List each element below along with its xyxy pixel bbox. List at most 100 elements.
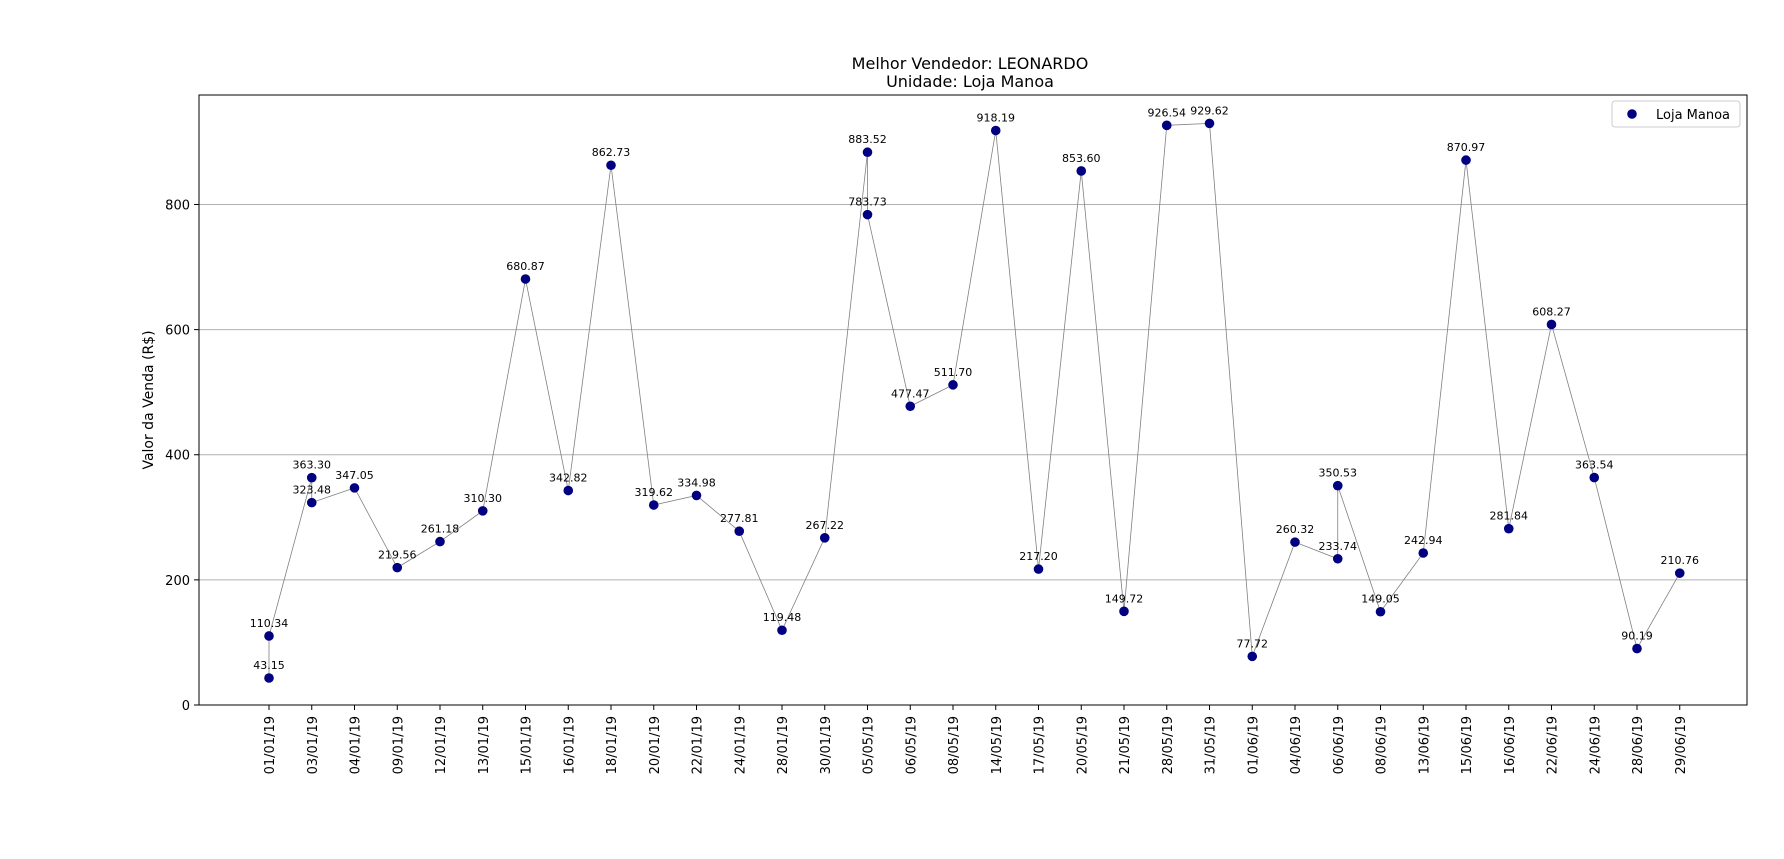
y-axis-label: Valor da Venda (R$) [141,330,157,469]
data-point [520,274,531,284]
data-point [563,485,574,496]
data-label: 608.27 [1532,305,1571,318]
data-point [1247,651,1258,662]
data-label: 347.05 [335,469,374,482]
data-point [1290,537,1300,547]
x-tick-label: 28/01/19 [776,716,791,774]
x-tick-label: 13/06/19 [1417,716,1432,774]
x-tick-label: 03/01/19 [306,716,321,774]
data-point [1632,643,1642,654]
data-point [1418,548,1429,558]
x-tick-label: 20/05/19 [1075,716,1090,774]
y-tick-label: 800 [165,198,190,213]
x-tick-label: 13/01/19 [477,716,492,774]
data-label: 319.62 [635,486,674,499]
data-label: 233.74 [1319,540,1358,553]
data-point [905,401,916,412]
x-tick-label: 29/06/19 [1674,716,1689,774]
series-line [268,122,1681,679]
y-tick-label: 600 [165,324,190,339]
x-tick-label: 06/06/19 [1332,716,1347,774]
data-point [306,472,317,483]
data-label: 219.56 [378,549,417,562]
data-label: 260.32 [1276,523,1315,536]
data-point [1461,155,1471,165]
data-label: 43.15 [253,659,285,672]
data-point [435,536,445,547]
data-label: 350.53 [1319,467,1358,480]
x-tick-label: 15/06/19 [1460,716,1475,774]
x-tick-label: 30/01/19 [819,716,834,774]
data-label: 511.70 [934,366,973,379]
data-label: 334.98 [677,476,716,489]
legend-label: Loja Manoa [1656,108,1730,123]
x-tick-label: 01/06/19 [1246,716,1261,774]
x-tick-label: 04/06/19 [1289,716,1304,774]
data-label: 363.54 [1575,459,1614,472]
series-points [264,118,1685,683]
data-label: 477.47 [891,387,930,400]
x-tick-label: 21/05/19 [1118,716,1133,774]
series-line-path [268,122,1681,679]
data-point [1503,523,1514,534]
data-label: 342.82 [549,472,588,485]
data-point [990,125,1001,136]
x-tick-label: 16/01/19 [562,716,577,774]
x-tick-label: 22/06/19 [1546,716,1561,774]
y-tick-label: 400 [165,449,190,464]
data-label: 310.30 [464,492,503,505]
data-point [1332,553,1343,564]
x-tick-label: 01/01/19 [263,716,278,774]
grid-lines [199,203,1747,581]
legend: Loja Manoa [1611,100,1741,128]
x-tick-label: 31/05/19 [1204,716,1219,774]
x-tick-label: 04/01/19 [349,716,364,774]
x-tick-label: 06/05/19 [904,716,919,774]
data-label: 90.19 [1621,630,1653,643]
x-tick-label: 24/01/19 [733,716,748,774]
data-point [862,209,873,220]
data-label: 119.48 [763,611,802,624]
data-point [306,497,317,508]
x-tick-label: 28/05/19 [1161,716,1176,774]
data-point [1674,568,1685,578]
x-tick-label: 17/05/19 [1033,716,1048,774]
data-point [1375,606,1386,617]
data-label: 217.20 [1019,550,1058,563]
data-label: 680.87 [506,260,545,273]
data-label: 267.22 [806,519,845,532]
data-label: 918.19 [977,112,1016,125]
data-label: 323.48 [293,484,332,497]
data-point [1033,564,1044,574]
data-label: 870.97 [1447,141,1486,154]
data-point [1119,606,1129,617]
data-label: 277.81 [720,512,759,525]
data-point [1204,118,1215,129]
data-point [734,526,745,536]
x-tick-label: 28/06/19 [1631,716,1646,774]
data-point [606,160,616,171]
data-label: 853.60 [1062,152,1101,165]
data-label: 363.30 [293,459,332,472]
data-point [648,500,659,510]
data-point [1161,120,1172,131]
x-tick-label: 24/06/19 [1588,716,1603,774]
y-tick-label: 200 [165,574,190,589]
data-point [264,631,274,641]
data-label: 242.94 [1404,534,1443,547]
data-point [948,380,958,390]
data-label: 110.34 [250,617,289,630]
data-label: 77.72 [1237,637,1269,650]
data-point [477,506,488,516]
data-label: 261.18 [421,523,460,536]
x-tick-label: 16/06/19 [1503,716,1518,774]
data-point [819,533,830,543]
data-label: 149.72 [1105,592,1144,605]
data-label: 149.05 [1361,593,1400,606]
data-label: 281.84 [1490,510,1529,523]
data-label: 210.76 [1661,554,1700,567]
x-tick-label: 22/01/19 [691,716,706,774]
x-axis-ticks: 01/01/19 03/01/19 04/01/19 09/01/19 12/01/19… [263,705,1689,774]
